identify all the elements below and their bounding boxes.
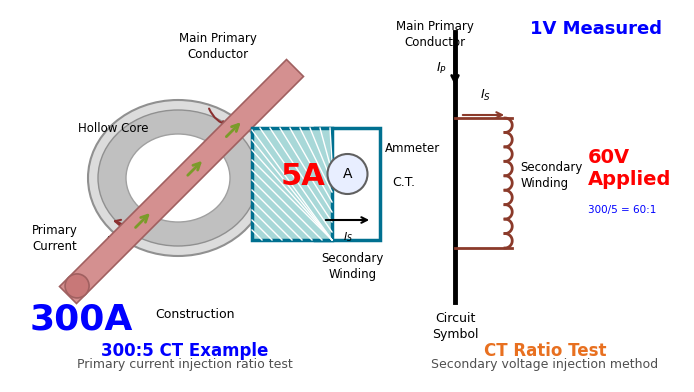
Text: $I_S$: $I_S$ [480, 88, 491, 103]
Text: C.T.: C.T. [392, 176, 415, 189]
Text: 1V Measured: 1V Measured [530, 20, 662, 38]
FancyBboxPatch shape [315, 128, 380, 240]
Text: 300A: 300A [30, 302, 133, 336]
Text: A: A [343, 167, 353, 181]
Text: CT Ratio Test: CT Ratio Test [484, 342, 607, 360]
Ellipse shape [88, 100, 268, 256]
FancyBboxPatch shape [252, 128, 332, 240]
Circle shape [328, 154, 368, 194]
Text: Main Primary
Conductor: Main Primary Conductor [396, 20, 474, 49]
Text: 5A: 5A [280, 162, 325, 191]
Text: Primary current injection ratio test: Primary current injection ratio test [77, 358, 293, 371]
Text: Ammeter: Ammeter [385, 142, 440, 154]
Ellipse shape [98, 110, 258, 246]
Text: Secondary voltage injection method: Secondary voltage injection method [432, 358, 659, 371]
Text: Construction: Construction [155, 308, 235, 321]
Text: Hollow Core: Hollow Core [78, 122, 149, 134]
Polygon shape [60, 60, 303, 303]
Text: Circuit
Symbol: Circuit Symbol [432, 312, 478, 341]
Circle shape [65, 274, 89, 298]
Text: 300/5 = 60:1: 300/5 = 60:1 [589, 205, 657, 215]
Ellipse shape [126, 134, 230, 222]
Text: Main Primary
Conductor: Main Primary Conductor [179, 32, 257, 61]
Text: $I_S$: $I_S$ [343, 230, 353, 244]
Text: $I_P$: $I_P$ [105, 234, 116, 250]
Text: 60V
Applied: 60V Applied [589, 147, 672, 189]
Text: Primary
Current: Primary Current [32, 223, 78, 252]
Text: Secondary
Winding: Secondary Winding [321, 252, 384, 281]
Text: 300:5 CT Example: 300:5 CT Example [101, 342, 269, 360]
Text: Secondary
Winding: Secondary Winding [520, 160, 582, 189]
Text: $I_P$: $I_P$ [436, 60, 447, 76]
